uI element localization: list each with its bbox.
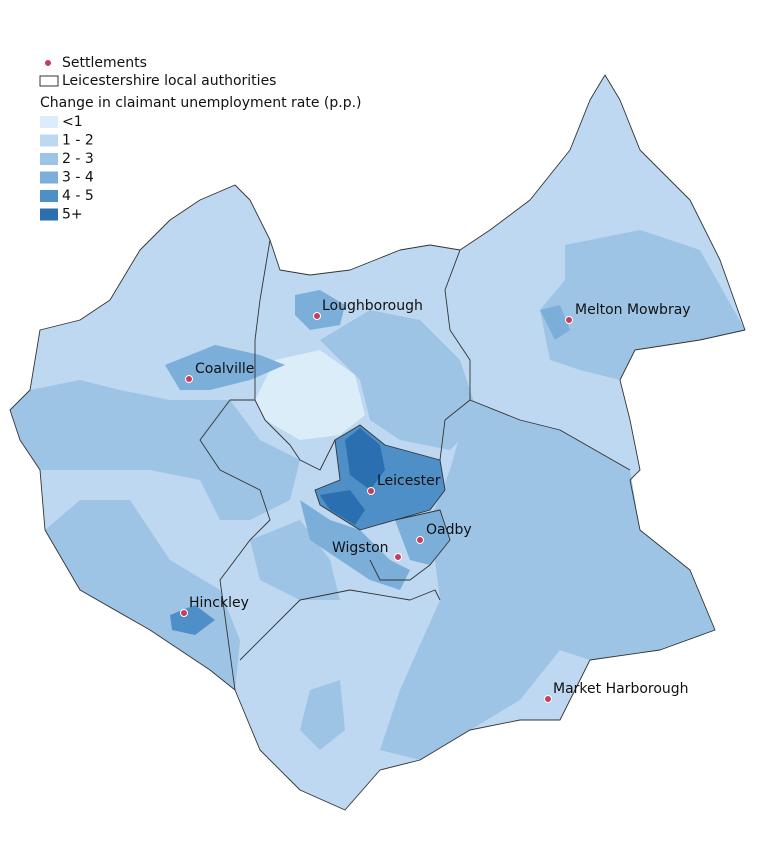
- legend-swatch: [40, 190, 58, 202]
- legend-label: 2 - 3: [62, 151, 94, 167]
- settlement-label: Wigston: [332, 540, 389, 556]
- authority-boundary: [444, 249, 631, 471]
- legend-settlement-symbol: [44, 59, 52, 67]
- settlement-label: Loughborough: [322, 298, 423, 314]
- region: [345, 428, 385, 490]
- legend: Settlements Leicestershire local authori…: [39, 55, 362, 223]
- legend-label: 3 - 4: [62, 170, 94, 186]
- legend-label: Leicestershire local authorities: [62, 73, 276, 89]
- region: [540, 230, 745, 380]
- legend-label: 1 - 2: [62, 133, 94, 149]
- authority-boundary: [314, 424, 446, 531]
- region: [320, 490, 365, 525]
- legend-title: Change in claimant unemployment rate (p.…: [40, 95, 362, 111]
- region: [320, 310, 480, 450]
- authority-boundaries: [9, 74, 746, 811]
- legend-label: 5+: [62, 207, 83, 223]
- legend-label: Settlements: [62, 55, 147, 71]
- settlement-dot: [394, 553, 402, 561]
- settlement-label: Oadby: [426, 522, 472, 538]
- settlement-label: Market Harborough: [553, 681, 689, 697]
- settlements: Loughborough Melton Mowbray Coalville Leice…: [180, 298, 691, 703]
- authority-boundary: [199, 399, 271, 691]
- region: [45, 500, 240, 690]
- region: [300, 680, 345, 750]
- region: [10, 380, 300, 520]
- settlement-label: Hinckley: [189, 595, 249, 611]
- authority-boundary: [254, 239, 336, 471]
- legend-swatch: [40, 116, 58, 128]
- legend-swatch: [40, 153, 58, 165]
- legend-swatch: [40, 208, 58, 221]
- settlement-dot: [313, 312, 321, 320]
- settlement-dot: [185, 375, 193, 383]
- settlement-dot: [565, 316, 573, 324]
- settlement-label: Coalville: [195, 361, 254, 377]
- settlement-label: Melton Mowbray: [575, 302, 691, 318]
- region: [540, 305, 570, 340]
- legend-swatch: [40, 171, 58, 184]
- legend-label: <1: [62, 114, 83, 130]
- authority-boundary: [439, 399, 471, 461]
- region: [255, 350, 365, 440]
- county-boundary: [9, 74, 746, 811]
- map-regions: [10, 75, 745, 810]
- settlement-dot: [367, 487, 375, 495]
- legend-authority-symbol: [39, 75, 59, 87]
- region: [380, 400, 715, 760]
- legend-label: 4 - 5: [62, 188, 94, 204]
- region: [250, 520, 340, 600]
- authority-boundary: [239, 589, 441, 661]
- settlement-dot: [180, 609, 188, 617]
- region: [300, 500, 410, 590]
- authority-boundary: [369, 509, 451, 581]
- legend-swatch: [40, 134, 58, 147]
- settlement-dot: [544, 695, 552, 703]
- region: [295, 290, 345, 330]
- settlement-label: Leicester: [377, 473, 441, 489]
- settlement-dot: [416, 536, 424, 544]
